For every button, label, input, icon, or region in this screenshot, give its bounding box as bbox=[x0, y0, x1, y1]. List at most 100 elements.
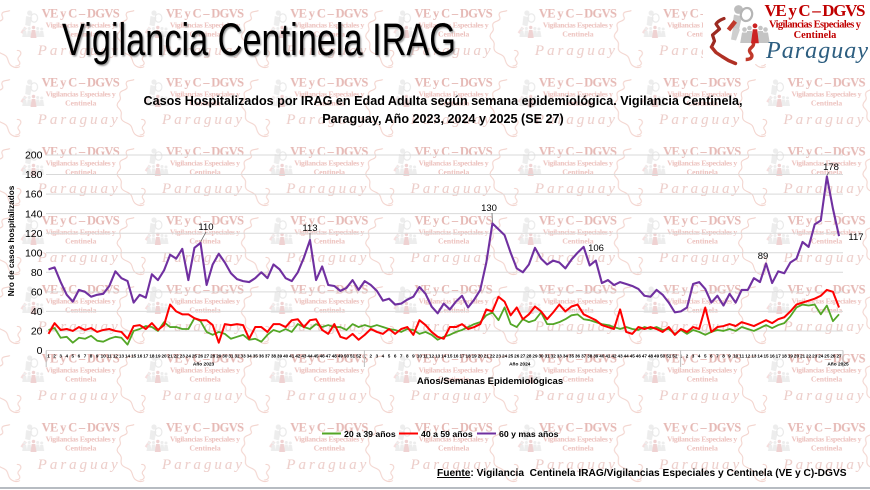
svg-text:48: 48 bbox=[332, 354, 338, 359]
svg-text:23: 23 bbox=[496, 354, 502, 359]
svg-text:10: 10 bbox=[101, 354, 107, 359]
svg-text:113: 113 bbox=[302, 223, 317, 234]
svg-text:3: 3 bbox=[59, 354, 62, 359]
svg-text:35: 35 bbox=[569, 354, 575, 359]
svg-text:23: 23 bbox=[180, 354, 186, 359]
svg-text:4: 4 bbox=[698, 354, 701, 359]
svg-text:14: 14 bbox=[757, 354, 763, 359]
svg-text:30: 30 bbox=[222, 354, 228, 359]
svg-text:15: 15 bbox=[763, 354, 769, 359]
svg-text:106: 106 bbox=[588, 243, 604, 254]
svg-text:16: 16 bbox=[770, 354, 776, 359]
svg-text:178: 178 bbox=[823, 162, 839, 173]
svg-text:120: 120 bbox=[25, 228, 43, 240]
svg-text:15: 15 bbox=[447, 354, 453, 359]
svg-text:19: 19 bbox=[472, 354, 478, 359]
svg-text:24: 24 bbox=[186, 354, 192, 359]
svg-text:Año 2023: Año 2023 bbox=[193, 362, 215, 368]
svg-text:17: 17 bbox=[776, 354, 782, 359]
svg-text:45: 45 bbox=[630, 354, 636, 359]
svg-text:18: 18 bbox=[149, 354, 155, 359]
svg-text:18: 18 bbox=[782, 354, 788, 359]
svg-text:60: 60 bbox=[31, 286, 43, 298]
svg-text:22: 22 bbox=[174, 354, 180, 359]
svg-text:19: 19 bbox=[788, 354, 794, 359]
svg-text:2: 2 bbox=[53, 354, 56, 359]
svg-text:10: 10 bbox=[733, 354, 739, 359]
svg-text:14: 14 bbox=[125, 354, 131, 359]
svg-text:20: 20 bbox=[478, 354, 484, 359]
svg-text:38: 38 bbox=[587, 354, 593, 359]
svg-text:200: 200 bbox=[25, 150, 43, 162]
svg-text:34: 34 bbox=[247, 354, 253, 359]
svg-text:31: 31 bbox=[228, 354, 234, 359]
svg-text:11: 11 bbox=[423, 354, 428, 359]
svg-text:42: 42 bbox=[295, 354, 301, 359]
svg-text:26: 26 bbox=[198, 354, 204, 359]
svg-text:5: 5 bbox=[388, 354, 391, 359]
svg-text:21: 21 bbox=[484, 354, 490, 359]
svg-text:13: 13 bbox=[751, 354, 757, 359]
svg-text:13: 13 bbox=[435, 354, 441, 359]
svg-text:Año 2024: Año 2024 bbox=[509, 362, 531, 368]
svg-text:33: 33 bbox=[241, 354, 247, 359]
svg-text:20: 20 bbox=[794, 354, 800, 359]
svg-text:29: 29 bbox=[216, 354, 222, 359]
svg-text:20: 20 bbox=[31, 326, 43, 338]
svg-text:41: 41 bbox=[289, 354, 295, 359]
svg-text:27: 27 bbox=[520, 354, 526, 359]
svg-text:3: 3 bbox=[376, 354, 379, 359]
svg-text:30: 30 bbox=[538, 354, 544, 359]
svg-text:49: 49 bbox=[338, 354, 344, 359]
svg-text:24: 24 bbox=[818, 354, 824, 359]
svg-text:16: 16 bbox=[453, 354, 459, 359]
svg-text:140: 140 bbox=[25, 208, 43, 220]
svg-text:49: 49 bbox=[654, 354, 660, 359]
svg-text:180: 180 bbox=[25, 169, 43, 181]
svg-text:51: 51 bbox=[666, 354, 672, 359]
svg-text:Paraguay: Paraguay bbox=[765, 38, 868, 64]
svg-text:9: 9 bbox=[412, 354, 415, 359]
svg-text:44: 44 bbox=[624, 354, 630, 359]
svg-text:8: 8 bbox=[90, 354, 93, 359]
svg-text:52: 52 bbox=[672, 354, 678, 359]
svg-text:11: 11 bbox=[107, 354, 112, 359]
svg-text:40: 40 bbox=[31, 306, 43, 318]
svg-text:3: 3 bbox=[692, 354, 695, 359]
svg-text:28: 28 bbox=[210, 354, 216, 359]
svg-text:89: 89 bbox=[758, 251, 769, 262]
svg-text:20: 20 bbox=[161, 354, 167, 359]
svg-text:13: 13 bbox=[119, 354, 125, 359]
svg-text:47: 47 bbox=[642, 354, 648, 359]
svg-text:41: 41 bbox=[605, 354, 611, 359]
svg-text:43: 43 bbox=[301, 354, 307, 359]
svg-text:37: 37 bbox=[581, 354, 587, 359]
svg-text:15: 15 bbox=[131, 354, 137, 359]
svg-text:21: 21 bbox=[168, 354, 174, 359]
svg-text:45: 45 bbox=[313, 354, 319, 359]
svg-text:43: 43 bbox=[618, 354, 624, 359]
svg-text:160: 160 bbox=[25, 189, 43, 201]
svg-text:47: 47 bbox=[326, 354, 332, 359]
svg-text:VE y C – DGVS: VE y C – DGVS bbox=[765, 1, 866, 20]
svg-text:1: 1 bbox=[680, 354, 683, 359]
svg-text:38: 38 bbox=[271, 354, 277, 359]
svg-text:31: 31 bbox=[545, 354, 551, 359]
svg-text:40: 40 bbox=[283, 354, 289, 359]
svg-text:110: 110 bbox=[198, 222, 213, 233]
svg-text:33: 33 bbox=[557, 354, 563, 359]
svg-text:9: 9 bbox=[728, 354, 731, 359]
svg-text:1: 1 bbox=[363, 354, 366, 359]
svg-text:26: 26 bbox=[514, 354, 520, 359]
svg-text:23: 23 bbox=[812, 354, 818, 359]
svg-text:7: 7 bbox=[84, 354, 87, 359]
svg-text:39: 39 bbox=[593, 354, 599, 359]
svg-text:27: 27 bbox=[836, 354, 842, 359]
svg-text:42: 42 bbox=[611, 354, 617, 359]
svg-text:4: 4 bbox=[65, 354, 68, 359]
svg-text:34: 34 bbox=[563, 354, 569, 359]
svg-text:100: 100 bbox=[25, 247, 43, 259]
svg-text:12: 12 bbox=[429, 354, 435, 359]
svg-text:60 y mas años: 60 y mas años bbox=[499, 429, 559, 439]
svg-text:17: 17 bbox=[143, 354, 149, 359]
